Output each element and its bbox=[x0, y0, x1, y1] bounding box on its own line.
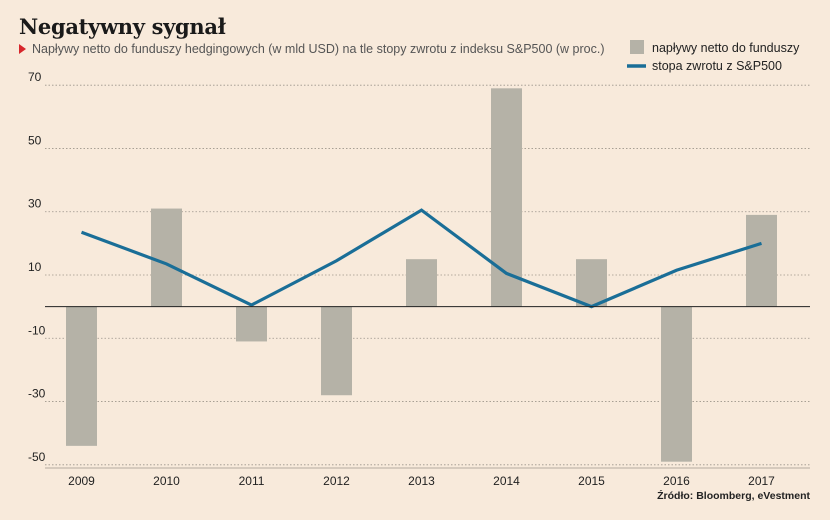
y-tick-label: -30 bbox=[28, 387, 46, 401]
bar bbox=[746, 214, 777, 307]
x-tick-label: 2011 bbox=[239, 474, 265, 488]
legend-swatch-bar bbox=[630, 40, 644, 54]
series-line-sp500 bbox=[80, 208, 762, 309]
y-tick-label: 30 bbox=[28, 197, 42, 211]
x-tick-label: 2012 bbox=[323, 474, 350, 488]
bar bbox=[491, 88, 522, 307]
legend-label: stopa zwrotu z S&P500 bbox=[652, 59, 782, 73]
source-note: Źródło: Bloomberg, eVestment bbox=[657, 490, 810, 502]
bar bbox=[151, 208, 182, 307]
chart-subtitle: Napływy netto do funduszy hedgingowych (… bbox=[19, 42, 605, 56]
x-tick-label: 2014 bbox=[493, 474, 520, 488]
x-tick-label: 2013 bbox=[408, 474, 435, 488]
bar bbox=[66, 306, 97, 446]
x-tick-label: 2009 bbox=[68, 474, 95, 488]
bars bbox=[66, 88, 777, 462]
y-tick-label: 50 bbox=[28, 133, 42, 147]
x-tick-label: 2016 bbox=[663, 474, 690, 488]
bar bbox=[321, 306, 352, 396]
y-tick-label: -10 bbox=[28, 323, 46, 337]
bar bbox=[236, 306, 267, 342]
x-tick-label: 2017 bbox=[748, 474, 775, 488]
legend: napływy netto do funduszy stopa zwrotu z … bbox=[627, 40, 800, 73]
y-tick-label: 70 bbox=[28, 70, 42, 84]
y-tick-label: -50 bbox=[28, 450, 46, 464]
chart-title: Negatywny sygnał bbox=[19, 14, 226, 39]
x-tick-label: 2010 bbox=[153, 474, 180, 488]
legend-label: napływy netto do funduszy bbox=[652, 41, 800, 55]
subtitle-text: Napływy netto do funduszy hedgingowych (… bbox=[32, 42, 605, 56]
line-series bbox=[80, 208, 762, 309]
bar bbox=[406, 259, 437, 307]
bar bbox=[576, 259, 607, 307]
axes: 70 50 30 10 -10 -30 -50 2009 2010 2011 2012 2013 201… bbox=[28, 70, 810, 488]
y-tick-label: 10 bbox=[28, 260, 42, 274]
red-triangle-icon bbox=[19, 44, 26, 54]
x-tick-label: 2015 bbox=[578, 474, 605, 488]
bar bbox=[661, 306, 692, 462]
